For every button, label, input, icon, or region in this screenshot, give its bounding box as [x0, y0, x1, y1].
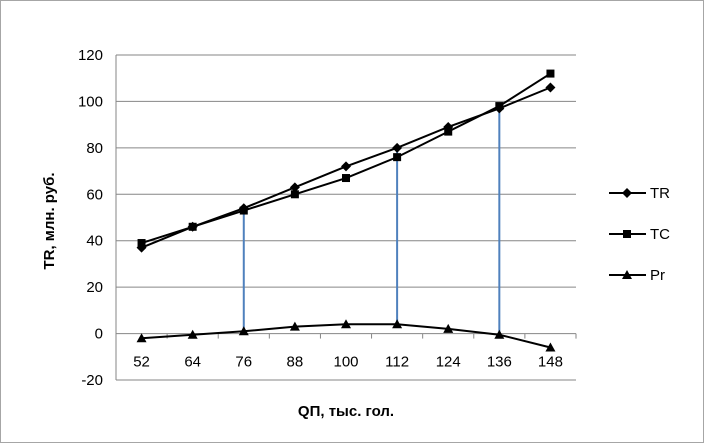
x-tick-label: 88: [287, 354, 304, 371]
legend-marker-Pr: [622, 270, 632, 279]
point-TC-136: [495, 102, 504, 111]
point-TR-148: [545, 82, 556, 93]
point-TC-100: [342, 174, 350, 183]
legend-item-TC: TC: [609, 226, 670, 243]
point-Pr-124: [443, 323, 454, 333]
x-tick-label: 64: [184, 354, 201, 371]
gridlines: [116, 54, 576, 381]
y-tick-label: 0: [95, 326, 103, 343]
x-axis-title: QП, тыс. гол.: [298, 403, 394, 420]
x-tick-label: 136: [487, 354, 512, 371]
drop-lines: [242, 108, 501, 335]
x-tick-label: 148: [538, 354, 563, 371]
point-TC-88: [290, 190, 299, 199]
point-Pr-112: [392, 319, 403, 329]
y-tick-label: 20: [86, 279, 103, 296]
series-line-TC: [141, 72, 551, 244]
point-Pr-136: [494, 329, 505, 339]
legend-item-TR: TR: [609, 185, 670, 202]
point-Pr-88: [289, 321, 300, 331]
y-tick-label: 80: [86, 140, 103, 157]
series-TC: [137, 69, 555, 248]
point-TC-148: [546, 69, 555, 78]
series: [136, 69, 556, 352]
point-TR-112: [392, 142, 403, 153]
y-tick-label: 100: [78, 93, 103, 110]
y-tick-label: -20: [81, 372, 103, 389]
y-tick-label: 40: [86, 233, 103, 250]
tick-labels: -20 0 20 40 60 80 100 120 52 64 76 88 100 112 124 136 14…: [78, 47, 563, 389]
legend: TR TC Pr: [609, 185, 670, 284]
y-axis-title: TR, млн. руб.: [41, 172, 58, 269]
legend-label-TR: TR: [650, 185, 670, 202]
point-TC-112: [393, 153, 402, 162]
point-Pr-76: [238, 326, 249, 336]
x-tick-label: 112: [385, 354, 409, 371]
point-Pr-64: [187, 329, 198, 339]
legend-marker-TC: [623, 230, 631, 238]
series-Pr: [136, 319, 556, 352]
legend-marker-TR: [622, 188, 632, 198]
y-tick-label: 120: [78, 47, 103, 64]
axes: [115, 55, 577, 380]
point-Pr-52: [136, 333, 147, 343]
point-TC-64: [188, 222, 197, 231]
legend-label-Pr: Pr: [650, 267, 665, 284]
x-tick-label: 76: [235, 354, 252, 371]
legend-item-Pr: Pr: [609, 267, 665, 284]
point-TR-100: [341, 161, 351, 172]
point-Pr-148: [545, 342, 556, 352]
x-tick-label: 124: [436, 354, 461, 371]
point-TC-76: [239, 206, 248, 215]
legend-label-TC: TC: [650, 226, 670, 243]
series-TR: [136, 82, 556, 253]
x-tick-label: 52: [133, 354, 150, 371]
y-tick-label: 60: [86, 186, 103, 203]
point-TR-88: [289, 182, 300, 193]
point-TC-124: [444, 127, 453, 136]
x-tick-label: 100: [333, 354, 358, 371]
point-Pr-100: [341, 319, 351, 329]
point-TC-52: [137, 239, 146, 248]
